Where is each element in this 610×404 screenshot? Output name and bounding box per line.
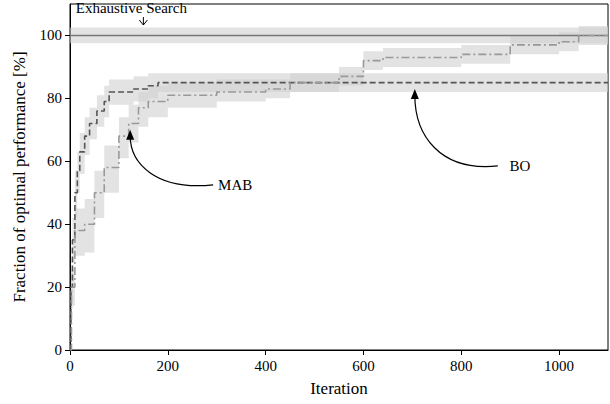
svg-text:60: 60 — [47, 153, 62, 169]
svg-text:20: 20 — [47, 279, 62, 295]
svg-text:200: 200 — [157, 358, 180, 374]
svg-text:Exhaustive Search: Exhaustive Search — [76, 0, 188, 16]
svg-text:600: 600 — [352, 358, 375, 374]
svg-text:800: 800 — [450, 358, 473, 374]
svg-text:BO: BO — [509, 158, 530, 174]
svg-text:Iteration: Iteration — [310, 379, 368, 398]
svg-text:80: 80 — [47, 90, 62, 106]
svg-text:MAB: MAB — [218, 177, 252, 193]
svg-text:0: 0 — [55, 342, 63, 358]
svg-text:Fraction of optimal performanc: Fraction of optimal performance [%] — [10, 51, 29, 302]
svg-text:40: 40 — [47, 216, 62, 232]
svg-text:1000: 1000 — [544, 358, 574, 374]
svg-text:0: 0 — [66, 358, 74, 374]
svg-text:400: 400 — [254, 358, 277, 374]
svg-text:100: 100 — [40, 27, 63, 43]
